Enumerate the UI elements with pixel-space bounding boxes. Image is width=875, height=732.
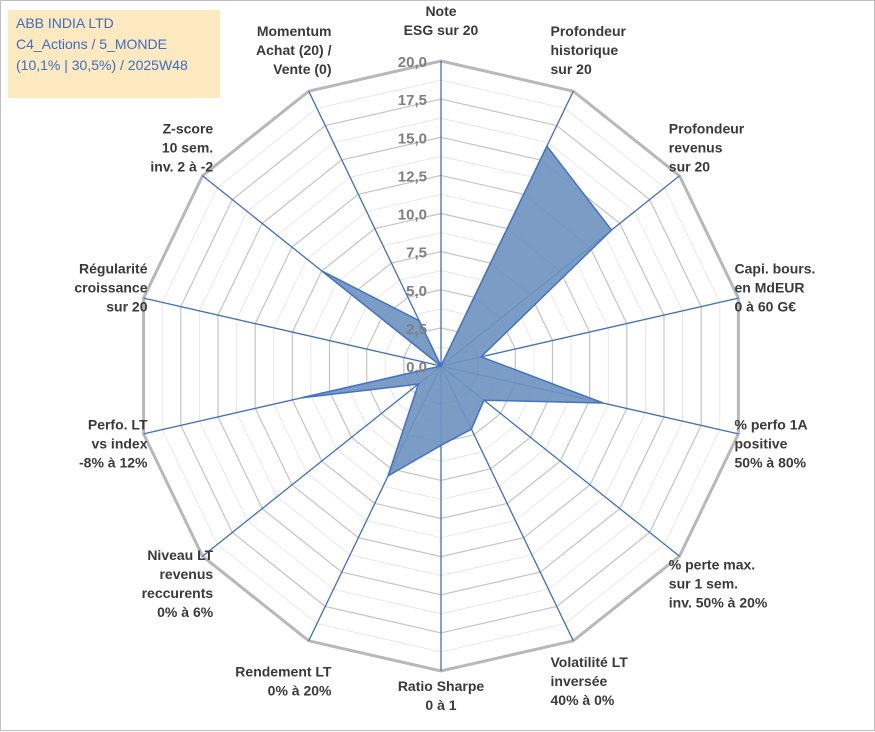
tick-label: 10,0 [398,207,427,224]
tick-label: 2,5 [406,321,427,338]
series-area [301,144,613,478]
axis-label: inv. 2 à -2 [150,158,213,174]
axis-label: 0 à 60 G€ [735,299,797,315]
axis-label-group: Note ESG sur 20 [404,3,479,38]
axis-label: Profondeur [669,120,745,136]
axis-label-group: Rendement LT 0% à 20% [235,663,332,698]
axis-label-group: Momentum Achat (20) / Vente (0) [256,23,332,77]
axis-label-group: Perfo. LT vs index -8% à 12% [79,416,148,470]
axis-label-group: % perte max. sur 1 sem. inv. 50% à 20% [669,557,768,611]
axis-label: Niveau LT [147,547,213,563]
tick-label: 5,0 [406,283,427,300]
axis-label: 10 sem. [162,139,213,155]
axis-label: 50% à 80% [735,454,807,470]
axis-label: sur 20 [669,158,710,174]
tick-label: 17,5 [398,92,427,109]
axis-label: sur 1 sem. [669,576,738,592]
axis-label-group: Profondeur revenus sur 20 [669,120,745,174]
axis-label: reccurents [142,585,214,601]
portfolio-name: C4_Actions / 5_MONDE [16,36,167,52]
axis-label: Momentum [257,23,332,39]
axis-label-group: Niveau LT revenus reccurents 0% à 6% [142,547,214,620]
axis-label: revenus [159,566,213,582]
axis-label: 40% à 0% [551,692,615,708]
tick-label: 7,5 [406,245,427,262]
axis-label-group: Volatilité LT inversée 40% à 0% [551,654,629,708]
axis-label: 0% à 20% [268,682,332,698]
tick-label: 0,0 [406,359,427,376]
axis-spoke [440,297,739,367]
axis-label-group: Profondeur historique sur 20 [551,23,627,77]
axis-label: Achat (20) / [256,42,332,58]
axis-label-group: Ratio Sharpe 0 à 1 [398,678,485,713]
axis-label: en MdEUR [735,280,805,296]
axis-label: croissance [74,280,147,296]
axis-label: 0% à 6% [157,604,214,620]
axis-label: positive [735,435,788,451]
axis-label: Rendement LT [235,663,332,679]
axis-label: Z-score [163,120,214,136]
axis-label: revenus [669,139,723,155]
axis-label: Note [425,3,456,19]
tick-labels: 0,0 2,5 5,0 7,5 10,0 12,5 15,0 17,5 20,0 [398,54,427,376]
axis-label: Perfo. LT [88,416,148,432]
axis-label-group: Z-score 10 sem. inv. 2 à -2 [150,120,213,174]
series-polygon [301,144,613,478]
axis-label: Régularité [79,261,148,277]
axis-label: -8% à 12% [79,454,148,470]
period-label: (10,1% | 30,5%) / 2025W48 [16,57,188,73]
axis-label-group: Régularité croissance sur 20 [74,261,147,315]
axis-labels: Note ESG sur 20 Profondeur historique sur 20… [74,3,815,713]
axis-spoke [202,365,442,557]
axis-label: % perfo 1A [735,416,808,432]
axis-label: historique [551,42,619,58]
axis-label: inv. 50% à 20% [669,595,768,611]
axis-label: ESG sur 20 [404,22,479,38]
axis-label-group: Capi. bours. en MdEUR 0 à 60 G€ [735,261,816,315]
axis-label: 0 à 1 [425,697,456,713]
axis-label: Volatilité LT [551,654,629,670]
axis-label: Ratio Sharpe [398,678,485,694]
axis-label: inversée [551,673,608,689]
axis-label: Profondeur [551,23,627,39]
axis-label: % perte max. [669,557,755,573]
tick-label: 20,0 [398,54,427,71]
axis-label: sur 20 [106,299,147,315]
axis-label: sur 20 [551,61,592,77]
axis-label: Capi. bours. [735,261,816,277]
axis-label: vs index [91,435,147,451]
axis-label: Vente (0) [273,61,331,77]
tick-label: 15,0 [398,130,427,147]
axis-label-group: % perfo 1A positive 50% à 80% [735,416,808,470]
company-name: ABB INDIA LTD [16,15,114,31]
title-box: ABB INDIA LTD C4_Actions / 5_MONDE (10,1… [8,10,220,98]
axis-spoke [143,297,442,367]
tick-label: 12,5 [398,168,427,185]
